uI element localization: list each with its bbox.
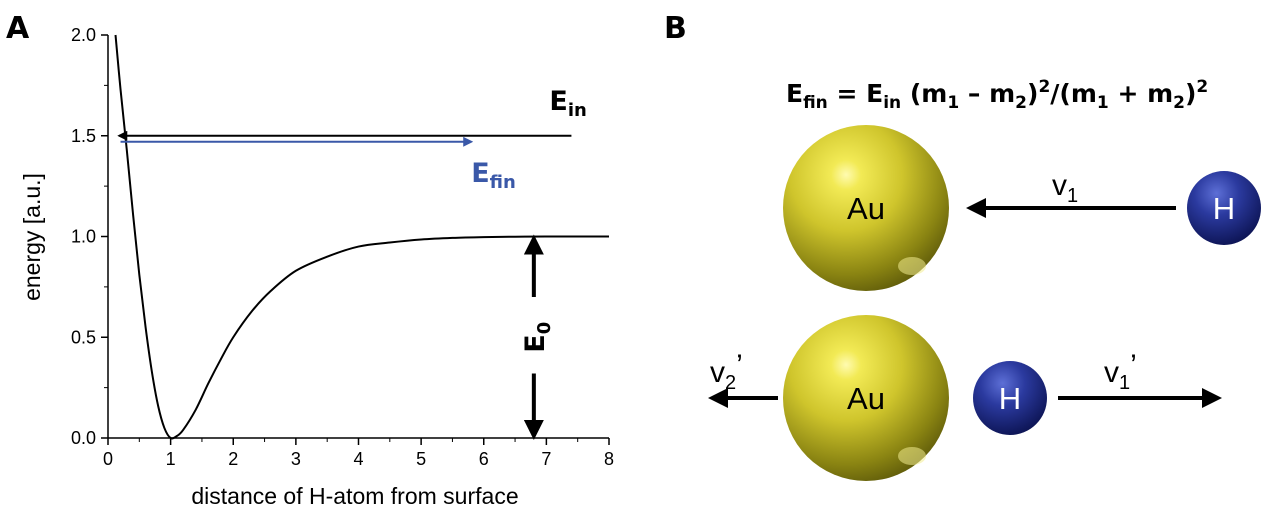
h-label-bottom: H (999, 381, 1021, 416)
top-collision: Au v1 H (783, 125, 1261, 291)
y-tick-label: 0.0 (71, 428, 96, 448)
gold-reflection-bottom (898, 447, 926, 465)
x-tick-label: 4 (353, 449, 363, 469)
gold-sphere-top (783, 125, 949, 291)
au-label-bottom: Au (847, 381, 885, 416)
bottom-collision: v2’ Au H v1’ (708, 315, 1222, 481)
hydrogen-sphere-bottom (973, 361, 1047, 435)
e0-label: E0 (520, 322, 555, 353)
y-tick-label: 1.5 (71, 126, 96, 146)
x-tick-label: 3 (291, 449, 301, 469)
x-ticks: 0 1 2 3 4 5 6 7 8 (103, 438, 614, 469)
x-tick-label: 1 (166, 449, 176, 469)
series-line (114, 34, 610, 440)
e-in-label: Ein (549, 86, 586, 121)
formula: Efin = Ein (m1 – m2)2/(m1 + m2)2 (786, 77, 1208, 113)
v1-prime-label: v1’ (1104, 349, 1137, 394)
energy-chart: 0 1 2 3 4 5 6 7 8 0.0 0.5 1.0 1.5 2.0 distance of H-… (19, 25, 614, 509)
x-tick-label: 8 (604, 449, 614, 469)
y-tick-label: 2.0 (71, 25, 96, 45)
v2-prime-label: v2’ (710, 349, 743, 394)
x-tick-label: 7 (541, 449, 551, 469)
gold-sphere-bottom (783, 315, 949, 481)
h-label-top: H (1213, 191, 1235, 226)
x-tick-label: 6 (479, 449, 489, 469)
panel-b-label: B (664, 11, 687, 46)
gold-reflection-top (898, 257, 926, 275)
panel-a-label: A (6, 11, 30, 46)
au-label-top: Au (847, 191, 885, 226)
y-tick-label: 0.5 (71, 327, 96, 347)
e-fin-label: Efin (471, 158, 516, 193)
x-tick-label: 5 (416, 449, 426, 469)
y-ticks: 0.0 0.5 1.0 1.5 2.0 (71, 25, 108, 448)
x-tick-label: 2 (228, 449, 238, 469)
y-axis-title: energy [a.u.] (19, 173, 45, 301)
x-tick-label: 0 (103, 449, 113, 469)
y-tick-label: 1.0 (71, 227, 96, 247)
v1-label: v1 (1052, 169, 1078, 207)
hydrogen-sphere-top (1187, 171, 1261, 245)
x-axis-title: distance of H-atom from surface (191, 483, 518, 509)
